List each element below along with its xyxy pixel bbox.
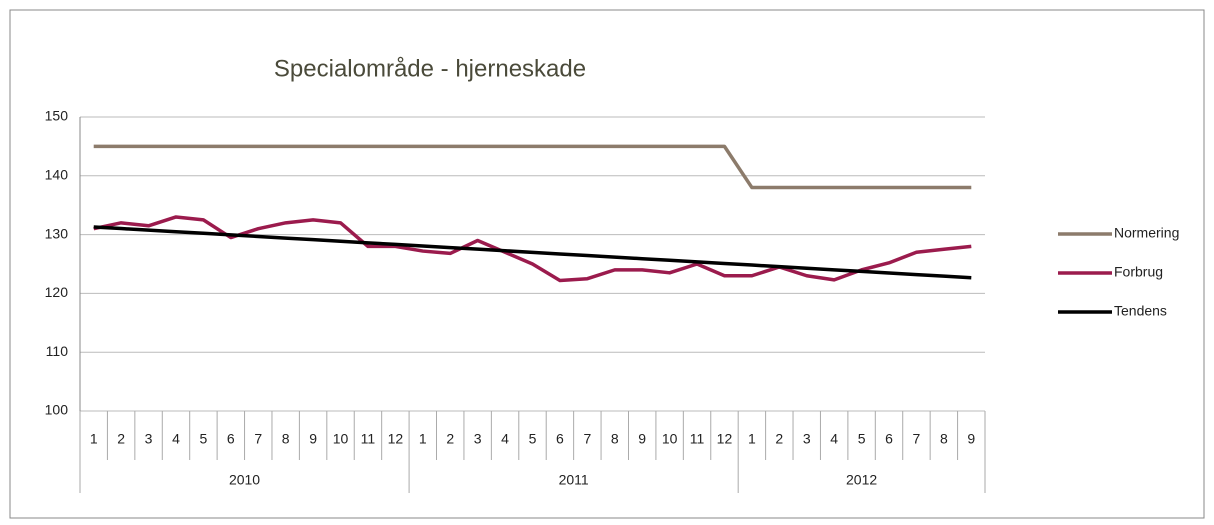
x-tick-label: 2 bbox=[446, 431, 454, 447]
x-tick-label: 6 bbox=[556, 431, 564, 447]
y-tick-label: 100 bbox=[45, 402, 69, 418]
x-tick-label: 3 bbox=[474, 431, 482, 447]
group-label: 2012 bbox=[846, 472, 877, 488]
chart-border bbox=[9, 9, 1205, 519]
x-tick-label: 10 bbox=[333, 431, 349, 447]
x-tick-label: 5 bbox=[858, 431, 866, 447]
x-tick-label: 1 bbox=[419, 431, 427, 447]
y-tick-label: 110 bbox=[46, 343, 69, 359]
y-tick-label: 150 bbox=[45, 108, 69, 124]
x-tick-label: 12 bbox=[717, 431, 733, 447]
y-tick-label: 140 bbox=[45, 167, 69, 183]
legend-label: Forbrug bbox=[1114, 264, 1163, 280]
x-tick-label: 3 bbox=[145, 431, 153, 447]
group-label: 2011 bbox=[559, 472, 589, 488]
x-tick-label: 8 bbox=[940, 431, 948, 447]
y-tick-label: 130 bbox=[45, 225, 69, 241]
group-label: 2010 bbox=[229, 472, 260, 488]
legend-label: Normering bbox=[1114, 225, 1179, 241]
x-tick-label: 8 bbox=[611, 431, 619, 447]
x-tick-label: 4 bbox=[172, 431, 180, 447]
x-tick-label: 10 bbox=[662, 431, 678, 447]
x-tick-label: 9 bbox=[638, 431, 646, 447]
x-tick-label: 1 bbox=[748, 431, 756, 447]
x-tick-label: 7 bbox=[583, 431, 591, 447]
y-tick-label: 120 bbox=[45, 284, 69, 300]
x-tick-label: 9 bbox=[309, 431, 317, 447]
x-tick-label: 11 bbox=[690, 431, 705, 447]
x-tick-label: 4 bbox=[830, 431, 838, 447]
x-tick-label: 3 bbox=[803, 431, 811, 447]
x-tick-label: 9 bbox=[967, 431, 975, 447]
x-tick-label: 2 bbox=[117, 431, 125, 447]
chart-title: Specialområde - hjerneskade bbox=[274, 55, 586, 82]
legend-label: Tendens bbox=[1114, 303, 1167, 319]
x-tick-label: 5 bbox=[200, 431, 208, 447]
x-tick-label: 7 bbox=[913, 431, 921, 447]
x-tick-label: 6 bbox=[227, 431, 235, 447]
series-line bbox=[93, 225, 972, 280]
x-tick-label: 4 bbox=[501, 431, 509, 447]
x-tick-label: 11 bbox=[361, 431, 376, 447]
series-line bbox=[93, 144, 972, 190]
x-tick-label: 2 bbox=[775, 431, 783, 447]
x-tick-label: 1 bbox=[90, 431, 98, 447]
x-tick-label: 6 bbox=[885, 431, 893, 447]
x-tick-label: 12 bbox=[388, 431, 404, 447]
x-tick-label: 5 bbox=[529, 431, 537, 447]
x-tick-label: 7 bbox=[254, 431, 262, 447]
x-tick-label: 8 bbox=[282, 431, 290, 447]
